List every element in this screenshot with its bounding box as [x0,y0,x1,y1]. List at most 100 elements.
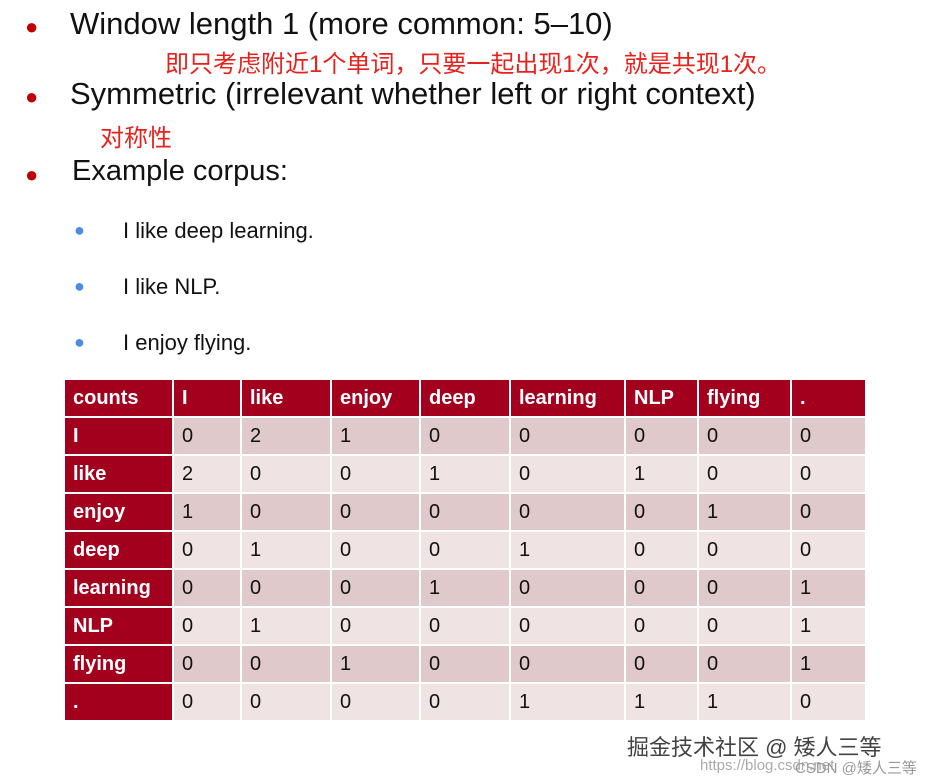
table-cell: 2 [240,416,332,456]
row-header: NLP [63,606,174,646]
table-cell: 0 [790,682,867,722]
table-cell: 0 [172,530,242,570]
corpus-sentence: I like NLP. [123,274,221,299]
table-row: NLP 0 1 0 0 0 0 0 1 [63,606,867,646]
bullet-text: Window length 1 (more common: 5–10) [70,6,613,41]
column-header: like [240,378,332,418]
bullet-icon: ● [25,162,39,187]
table-cell: 1 [697,682,792,722]
table-cell: 0 [697,606,792,646]
corpus-sentence: I enjoy flying. [123,330,252,355]
table-cell: 0 [790,530,867,570]
row-header: deep [63,530,174,570]
table-cell: 0 [624,606,699,646]
table-cell: 1 [240,606,332,646]
table-cell: 1 [419,454,511,494]
table-cell: 1 [624,682,699,722]
watermark-url: https://blog.csdn.net [700,757,835,774]
table-cell: 1 [697,492,792,532]
table-cell: 0 [172,644,242,684]
table-cell: 0 [172,606,242,646]
column-header: I [172,378,242,418]
table-cell: 0 [240,682,332,722]
row-header: enjoy [63,492,174,532]
table-cell: 0 [509,492,626,532]
annotation-note: 对称性 [100,125,172,152]
sub-bullet-icon: ● [74,220,85,240]
row-header: flying [63,644,174,684]
table-cell: 0 [172,568,242,608]
table-cell: 0 [419,644,511,684]
table-cell: 0 [509,454,626,494]
table-cell: 0 [419,606,511,646]
table-cell: 0 [330,492,421,532]
corpus-sentence: I like deep learning. [123,218,314,243]
table-cell: 0 [419,492,511,532]
table-cell: 1 [790,606,867,646]
row-header: like [63,454,174,494]
table-cell: 1 [509,682,626,722]
table-cell: 0 [419,530,511,570]
table-cell: 0 [790,492,867,532]
table-cell: 0 [624,530,699,570]
table-cell: 0 [697,644,792,684]
table-cell: 0 [624,416,699,456]
table-cell: 0 [419,416,511,456]
table-row: deep 0 1 0 0 1 0 0 0 [63,530,867,570]
table-cell: 0 [172,416,242,456]
table-cell: 0 [330,682,421,722]
column-header: deep [419,378,511,418]
row-header: I [63,416,174,456]
table-cell: 0 [509,644,626,684]
column-header: enjoy [330,378,421,418]
annotation-note: 即只考虑附近1个单词，只要一起出现1次，就是共现1次。 [165,51,782,78]
table-row: like 2 0 0 1 0 1 0 0 [63,454,867,494]
watermark-csdn: CSDN @矮人三等 [795,760,917,777]
table-cell: 2 [172,454,242,494]
table-cell: 0 [172,682,242,722]
bullet-icon: ● [25,14,39,39]
table-cell: 0 [624,644,699,684]
row-header: . [63,682,174,722]
table-cell: 1 [240,530,332,570]
table-cell: 0 [330,568,421,608]
table-cell: 1 [790,568,867,608]
table-cell: 0 [790,454,867,494]
table-cell: 0 [330,454,421,494]
table-cell: 0 [624,568,699,608]
column-header: counts [63,378,174,418]
table-cell: 0 [240,644,332,684]
bullet-text: Example corpus: [72,155,288,187]
table-cell: 0 [697,454,792,494]
bullet-text: Symmetric (irrelevant whether left or ri… [70,76,756,111]
table-cell: 0 [240,454,332,494]
column-header: learning [509,378,626,418]
table-cell: 0 [240,568,332,608]
table-cell: 0 [330,606,421,646]
bullet-icon: ● [25,84,39,109]
table-cell: 0 [330,530,421,570]
column-header: flying [697,378,792,418]
table-cell: 1 [509,530,626,570]
table-row: flying 0 0 1 0 0 0 0 1 [63,644,867,684]
table-cell: 0 [790,416,867,456]
column-header: . [790,378,867,418]
column-header: NLP [624,378,699,418]
row-header: learning [63,568,174,608]
table-cell: 0 [624,492,699,532]
table-cell: 1 [624,454,699,494]
table-row: learning 0 0 0 1 0 0 0 1 [63,568,867,608]
sub-bullet-icon: ● [74,276,85,296]
table-cell: 0 [697,568,792,608]
table-cell: 0 [509,568,626,608]
table-cell: 0 [697,530,792,570]
table-cell: 1 [419,568,511,608]
table-cell: 1 [790,644,867,684]
sub-bullet-icon: ● [74,332,85,352]
table-cell: 1 [330,416,421,456]
watermark: 掘金技术社区 @ 矮人三等 [627,735,882,760]
